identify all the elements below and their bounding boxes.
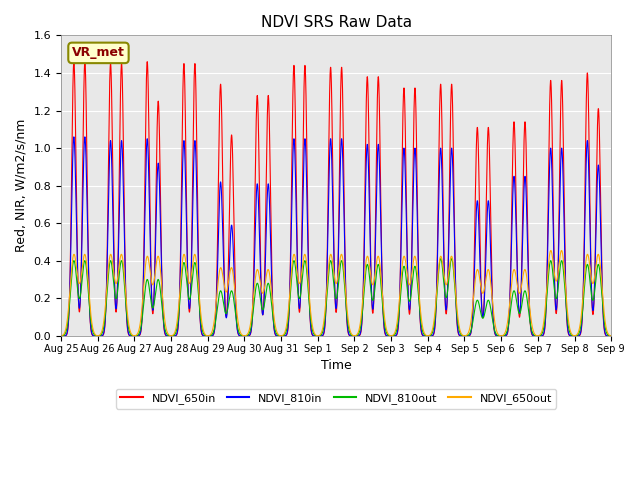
NDVI_650in [607,333,615,339]
NDVI_650out [607,333,615,339]
NDVI_810out [117,259,125,264]
NDVI_650in [178,166,186,172]
NDVI_810in [534,333,542,339]
NDVI_650out [557,248,565,253]
Y-axis label: Red, NIR, W/m2/s/nm: Red, NIR, W/m2/s/nm [15,119,28,252]
Line: NDVI_650out: NDVI_650out [61,251,611,336]
NDVI_810out [534,333,542,339]
NDVI_810in [348,333,356,339]
Title: NDVI SRS Raw Data: NDVI SRS Raw Data [260,15,412,30]
NDVI_650out [534,333,542,338]
NDVI_650out [178,265,186,271]
NDVI_650in [57,333,65,339]
NDVI_810out [448,256,456,262]
NDVI_810out [57,333,65,339]
NDVI_650out [348,332,356,337]
Line: NDVI_810in: NDVI_810in [61,137,611,336]
NDVI_650in [70,59,77,64]
NDVI_810in [189,185,197,191]
NDVI_650out [57,333,65,339]
Text: VR_met: VR_met [72,47,125,60]
NDVI_650in [117,69,125,75]
X-axis label: Time: Time [321,359,351,372]
NDVI_810out [607,333,615,339]
NDVI_650out [117,252,125,258]
NDVI_650out [75,279,83,285]
NDVI_810in [117,143,125,148]
NDVI_810out [189,268,197,274]
NDVI_650in [534,333,542,339]
NDVI_810in [70,134,77,140]
NDVI_650in [348,333,356,339]
NDVI_650in [189,136,197,142]
NDVI_810out [178,275,186,280]
Line: NDVI_650in: NDVI_650in [61,61,611,336]
Line: NDVI_810out: NDVI_810out [61,259,611,336]
NDVI_650out [189,258,197,264]
Legend: NDVI_650in, NDVI_810in, NDVI_810out, NDVI_650out: NDVI_650in, NDVI_810in, NDVI_810out, NDV… [116,389,556,408]
NDVI_810out [348,333,356,338]
NDVI_810in [75,299,83,304]
NDVI_810in [607,333,615,339]
NDVI_810out [75,294,83,300]
NDVI_810in [178,204,186,210]
NDVI_650in [75,300,83,306]
NDVI_810in [57,333,65,339]
